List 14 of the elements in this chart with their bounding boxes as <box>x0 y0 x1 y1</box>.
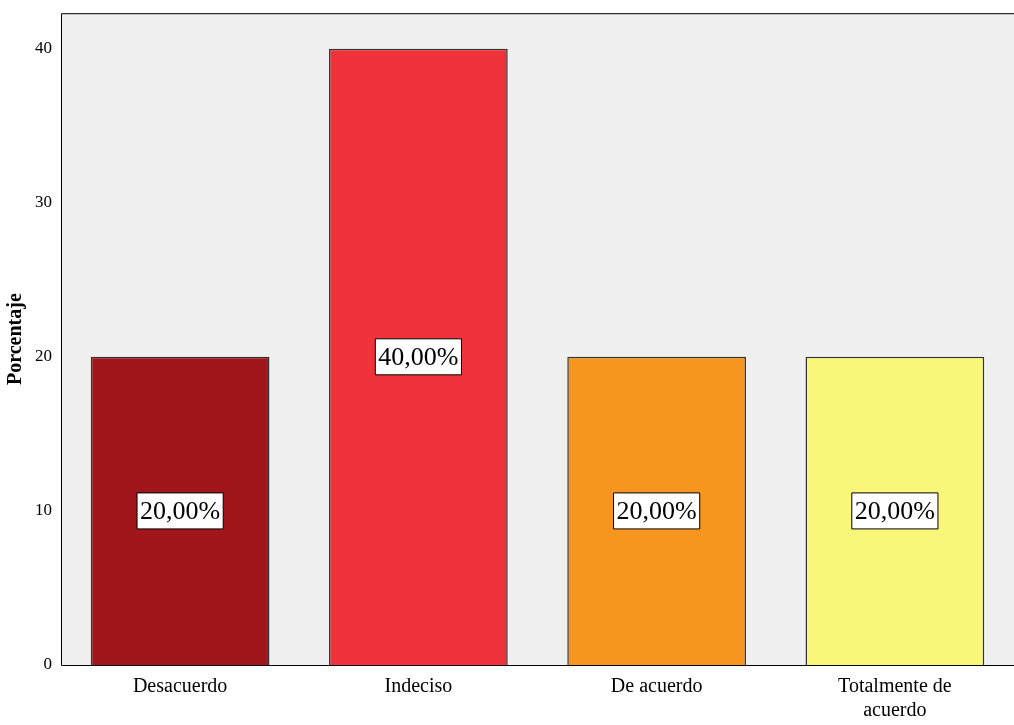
y-axis-title: Porcentaje <box>3 293 27 386</box>
y-tick-label: 20 <box>35 346 52 366</box>
data-label: 20,00% <box>140 495 221 525</box>
data-label: 40,00% <box>378 341 459 371</box>
x-tick-label: Desacuerdo <box>132 674 228 697</box>
x-tick-label: De acuerdo <box>610 674 703 697</box>
x-tick-label: Totalmente de acuerdo <box>838 674 952 721</box>
y-tick-label: 0 <box>43 654 52 674</box>
y-tick-label: 10 <box>35 500 52 520</box>
data-label: 20,00% <box>616 495 697 525</box>
x-tick-label: Indeciso <box>384 674 453 697</box>
data-label: 20,00% <box>854 495 935 525</box>
y-tick-label: 40 <box>35 38 52 58</box>
y-tick-label: 30 <box>35 192 52 212</box>
